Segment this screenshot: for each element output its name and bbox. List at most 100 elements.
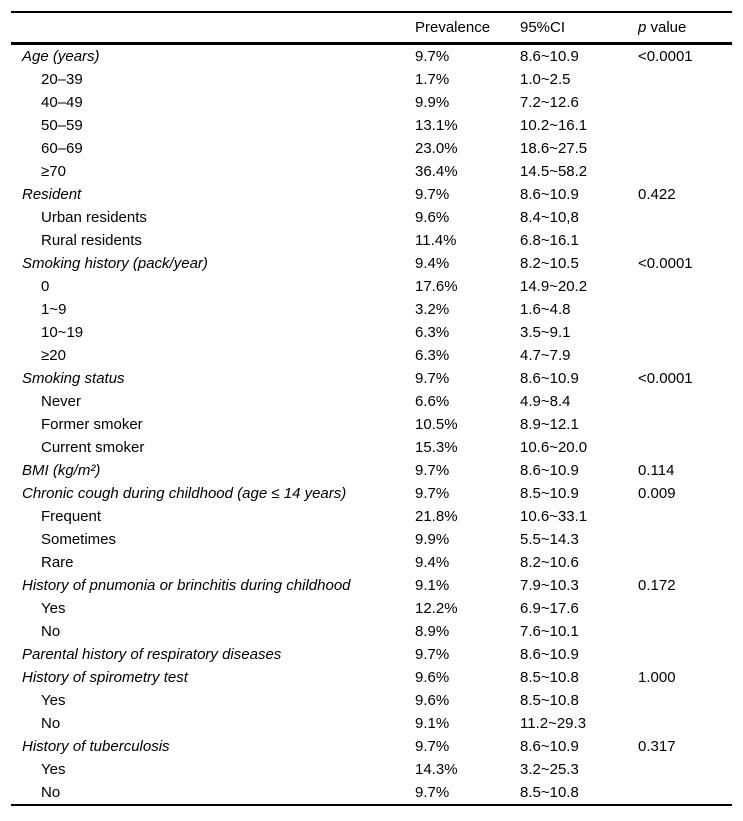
p-value-cell: 1.000 — [638, 669, 676, 686]
ci-cell: 8.4~10,8 — [520, 209, 579, 226]
table-row: ≥70 36.4% 14.5~58.2 — [11, 160, 732, 183]
p-value-cell — [638, 551, 732, 574]
ci-cell: 8.9~12.1 — [520, 416, 579, 433]
prevalence-cell: 6.3% — [415, 347, 450, 364]
p-value-cell — [638, 597, 732, 620]
prevalence-cell: 9.7% — [415, 646, 450, 663]
prevalence-cell: 9.7% — [415, 370, 450, 387]
table-row: Never 6.6% 4.9~8.4 — [11, 390, 732, 413]
ci-cell: 6.9~17.6 — [520, 600, 579, 617]
table-row: Former smoker 10.5% 8.9~12.1 — [11, 413, 732, 436]
row-label-cell: History of spirometry test — [22, 669, 188, 686]
table-row: Current smoker 15.3% 10.6~20.0 — [11, 436, 732, 459]
prevalence-table: Prevalence 95%CI p value Age (years) 9.7%… — [11, 11, 732, 806]
table-row: History of spirometry test 9.6% 8.5~10.8 1.… — [11, 666, 732, 689]
ci-cell: 8.6~10.9 — [520, 738, 579, 755]
ci-cell: 1.6~4.8 — [520, 301, 571, 318]
row-label-cell: Smoking history (pack/year) — [22, 255, 208, 272]
ci-cell: 8.5~10.8 — [520, 669, 579, 686]
ci-cell: 6.8~16.1 — [520, 232, 579, 249]
prevalence-cell: 9.7% — [415, 48, 450, 65]
row-label-cell: 1~9 — [41, 301, 67, 318]
p-value-cell: <0.0001 — [638, 255, 693, 272]
prevalence-cell: 9.7% — [415, 186, 450, 203]
table-row: No 9.1% 11.2~29.3 — [11, 712, 732, 735]
table-row: BMI (kg/m²) 9.7% 8.6~10.9 0.114 — [11, 459, 732, 482]
p-value-cell: <0.0001 — [638, 370, 693, 387]
prevalence-cell: 36.4% — [415, 163, 458, 180]
row-label-cell: 50–59 — [41, 117, 83, 134]
prevalence-cell: 13.1% — [415, 117, 458, 134]
p-value-cell: <0.0001 — [638, 48, 693, 65]
p-value-cell — [638, 781, 732, 804]
prevalence-cell: 15.3% — [415, 439, 458, 456]
prevalence-cell: 9.6% — [415, 669, 450, 686]
prevalence-cell: 9.6% — [415, 209, 450, 226]
table-row: Frequent 21.8% 10.6~33.1 — [11, 505, 732, 528]
header-ci-cell: 95%CI — [520, 19, 566, 36]
prevalence-cell: 9.1% — [415, 715, 450, 732]
row-label-cell: Urban residents — [41, 209, 147, 226]
row-label-cell: Rare — [41, 554, 74, 571]
table-header-row: Prevalence 95%CI p value — [11, 11, 732, 45]
p-value-cell — [638, 298, 732, 321]
table-row: Sometimes 9.9% 5.5~14.3 — [11, 528, 732, 551]
row-label-cell: 10~19 — [41, 324, 84, 341]
row-label-cell: No — [41, 784, 61, 801]
p-value-cell — [638, 436, 732, 459]
table-row: Rural residents 11.4% 6.8~16.1 — [11, 229, 732, 252]
p-value-cell — [638, 229, 732, 252]
p-value-cell — [638, 91, 732, 114]
ci-cell: 8.6~10.9 — [520, 370, 579, 387]
p-value-cell — [638, 390, 732, 413]
prevalence-cell: 12.2% — [415, 600, 458, 617]
ci-cell: 3.5~9.1 — [520, 324, 571, 341]
table-row: Resident 9.7% 8.6~10.9 0.422 — [11, 183, 732, 206]
table-row: 40–49 9.9% 7.2~12.6 — [11, 91, 732, 114]
p-value-cell — [638, 275, 732, 298]
row-label-cell: 20–39 — [41, 71, 83, 88]
table-row: Age (years) 9.7% 8.6~10.9 <0.0001 — [11, 45, 732, 68]
prevalence-cell: 9.7% — [415, 784, 450, 801]
table-row: Yes 14.3% 3.2~25.3 — [11, 758, 732, 781]
table-row: No 9.7% 8.5~10.8 — [11, 781, 732, 804]
row-label-cell: Yes — [41, 692, 66, 709]
prevalence-cell: 3.2% — [415, 301, 450, 318]
table-row: Chronic cough during childhood (age ≤ 14… — [11, 482, 732, 505]
prevalence-cell: 9.4% — [415, 255, 450, 272]
row-label-cell: Resident — [22, 186, 82, 203]
table-row: 60–69 23.0% 18.6~27.5 — [11, 137, 732, 160]
header-prevalence-cell: Prevalence — [415, 19, 491, 36]
ci-cell: 4.9~8.4 — [520, 393, 571, 410]
prevalence-cell: 23.0% — [415, 140, 458, 157]
ci-cell: 10.6~20.0 — [520, 439, 588, 456]
ci-cell: 5.5~14.3 — [520, 531, 579, 548]
table-row: Smoking history (pack/year) 9.4% 8.2~10.5 <… — [11, 252, 732, 275]
table-row: History of tuberculosis 9.7% 8.6~10.9 0.317 — [11, 735, 732, 758]
ci-cell: 14.9~20.2 — [520, 278, 588, 295]
prevalence-cell: 9.1% — [415, 577, 450, 594]
row-label-cell: Rural residents — [41, 232, 142, 249]
row-label-cell: 60–69 — [41, 140, 83, 157]
p-value-cell: 0.317 — [638, 738, 676, 755]
ci-cell: 18.6~27.5 — [520, 140, 588, 157]
row-label-cell: Sometimes — [41, 531, 117, 548]
ci-cell: 8.6~10.9 — [520, 48, 579, 65]
row-label-cell: ≥20 — [41, 347, 66, 364]
row-label-cell: Age (years) — [22, 48, 100, 65]
p-value-cell — [638, 321, 732, 344]
prevalence-cell: 9.6% — [415, 692, 450, 709]
p-value-cell — [638, 712, 732, 735]
ci-cell: 7.2~12.6 — [520, 94, 579, 111]
ci-cell: 8.5~10.8 — [520, 784, 579, 801]
p-value-cell: 0.172 — [638, 577, 676, 594]
prevalence-cell: 21.8% — [415, 508, 458, 525]
table-row: Smoking status 9.7% 8.6~10.9 <0.0001 — [11, 367, 732, 390]
table-row: Rare 9.4% 8.2~10.6 — [11, 551, 732, 574]
ci-cell: 1.0~2.5 — [520, 71, 571, 88]
table-body: Age (years) 9.7% 8.6~10.9 <0.0001 20–39 1.7% 1… — [11, 45, 732, 804]
row-label-cell: Yes — [41, 761, 66, 778]
ci-cell: 8.6~10.9 — [520, 462, 579, 479]
row-label-cell: Parental history of respiratory diseases — [22, 646, 282, 663]
p-value-cell — [638, 344, 732, 367]
